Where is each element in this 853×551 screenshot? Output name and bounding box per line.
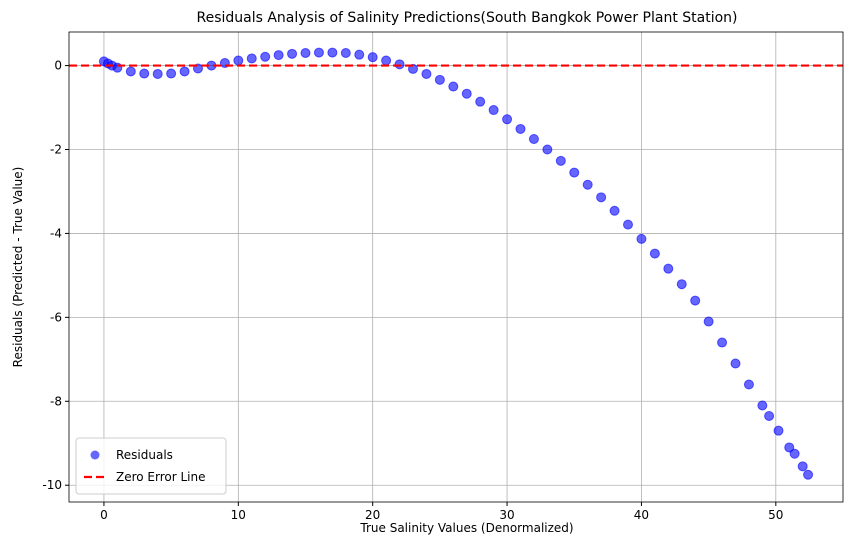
point <box>703 316 714 327</box>
point <box>313 47 324 58</box>
point <box>340 47 351 58</box>
point <box>784 442 795 453</box>
point <box>125 66 136 77</box>
point <box>515 123 526 134</box>
point <box>475 96 486 107</box>
x-axis-label: True Salinity Values (Denormalized) <box>359 521 573 535</box>
point <box>408 63 418 74</box>
y-tick-label: -4 <box>50 226 62 240</box>
point <box>555 155 566 166</box>
legend-marker <box>90 450 100 460</box>
point <box>743 379 754 390</box>
point <box>152 68 163 79</box>
point <box>381 55 392 66</box>
legend-label: Residuals <box>116 448 173 462</box>
point <box>757 400 768 411</box>
point <box>461 88 472 99</box>
point <box>569 167 580 178</box>
point <box>246 53 257 64</box>
y-axis-label: Residuals (Predicted - True Value) <box>11 167 25 368</box>
point <box>636 233 647 244</box>
point <box>488 105 499 116</box>
legend-label: Zero Error Line <box>116 470 206 484</box>
point <box>327 47 338 58</box>
y-tick-label: -2 <box>50 143 62 157</box>
y-tick-label: -6 <box>50 310 62 324</box>
point <box>803 469 814 480</box>
point <box>166 68 177 79</box>
point <box>354 49 365 60</box>
point <box>676 279 687 290</box>
x-tick-label: 10 <box>231 508 246 522</box>
point <box>596 192 607 203</box>
legend-box <box>75 437 227 495</box>
chart-title: Residuals Analysis of Salinity Predictio… <box>196 10 737 26</box>
point <box>367 52 378 63</box>
point <box>179 66 190 77</box>
point <box>394 59 405 70</box>
x-tick-label: 40 <box>634 508 649 522</box>
point <box>421 68 432 79</box>
point <box>434 74 445 85</box>
point <box>623 219 633 230</box>
point <box>287 48 298 59</box>
point <box>260 51 271 62</box>
point <box>663 263 674 274</box>
point <box>609 205 620 216</box>
x-tick-label: 20 <box>365 508 380 522</box>
y-tick-label: -8 <box>50 394 62 408</box>
point <box>690 295 701 306</box>
x-tick-label: 50 <box>768 508 783 522</box>
point <box>542 144 553 155</box>
point <box>139 68 150 79</box>
point <box>789 448 800 459</box>
point <box>233 55 244 66</box>
point <box>273 50 284 61</box>
plot-frame <box>68 31 844 503</box>
point <box>528 134 539 145</box>
x-tick-label: 30 <box>499 508 514 522</box>
point <box>448 81 459 92</box>
point <box>773 425 784 436</box>
point <box>730 358 741 369</box>
x-tick-label: 0 <box>100 508 108 522</box>
y-tick-label: 0 <box>54 59 62 73</box>
point <box>717 337 728 348</box>
point <box>582 179 593 190</box>
y-tick-label: -10 <box>42 478 62 492</box>
point <box>300 47 311 58</box>
point <box>764 410 775 421</box>
point <box>649 248 660 259</box>
point <box>502 114 513 125</box>
point <box>797 461 808 472</box>
